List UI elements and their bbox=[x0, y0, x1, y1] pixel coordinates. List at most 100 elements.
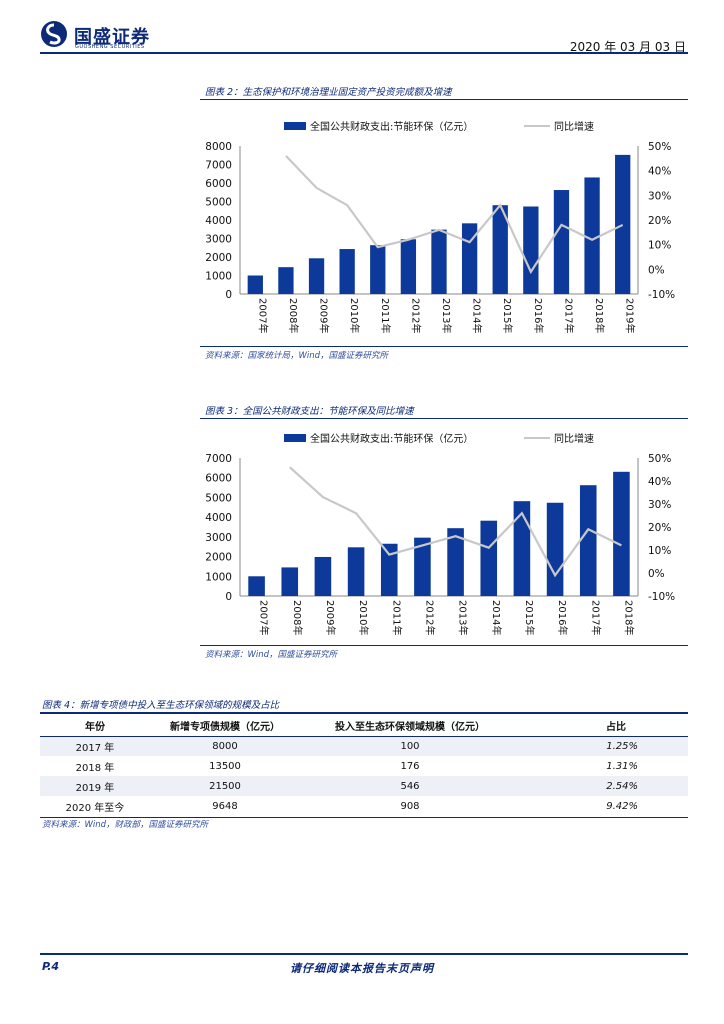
x-tick-label: 2013年 bbox=[457, 600, 470, 635]
footer-disclaimer: 请仔细阅读本报告末页声明 bbox=[290, 962, 434, 975]
x-tick-label: 2018年 bbox=[622, 600, 635, 635]
table4-source: 资料来源：Wind，财政部，国盛证券研究所 bbox=[42, 820, 209, 830]
table4-bottom-rule bbox=[40, 817, 688, 818]
bar bbox=[546, 502, 564, 596]
bar bbox=[553, 190, 570, 294]
y-tick-label: 6000 bbox=[205, 473, 232, 485]
x-tick-label: 2012年 bbox=[409, 298, 422, 333]
x-tick-label: 2011年 bbox=[379, 298, 392, 333]
cell-eco-scale: 908 bbox=[400, 800, 420, 812]
col-header-year: 年份 bbox=[40, 715, 150, 737]
y2-tick-label: -10% bbox=[648, 591, 675, 603]
bar bbox=[461, 223, 478, 294]
col-header-share: 占比 bbox=[520, 715, 688, 737]
x-tick-label: 2009年 bbox=[318, 298, 331, 333]
cell-new-bonds: 21500 bbox=[150, 776, 300, 796]
table4: 年份 新增专项债规模（亿元） 投入至生态环保领域规模（亿元） 占比 2017 年… bbox=[40, 715, 688, 816]
x-tick-label: 2014年 bbox=[490, 600, 503, 635]
y2-tick-label: 20% bbox=[648, 522, 671, 534]
bar bbox=[247, 275, 263, 294]
x-tick-label: 2016年 bbox=[532, 298, 545, 333]
x-tick-label: 2008年 bbox=[287, 298, 300, 333]
bar bbox=[431, 229, 447, 294]
y-tick-label: 4000 bbox=[205, 512, 232, 524]
bar bbox=[248, 576, 265, 596]
x-tick-label: 2010年 bbox=[357, 600, 370, 635]
footer-divider bbox=[40, 953, 688, 955]
x-tick-label: 2007年 bbox=[258, 600, 271, 635]
cell-new-bonds: 8000 bbox=[150, 736, 300, 756]
bar bbox=[308, 258, 325, 294]
cell-eco-scale: 546 bbox=[300, 776, 520, 796]
cell-year: 2018 年 bbox=[75, 762, 115, 774]
cell-share: 1.31% bbox=[606, 760, 638, 772]
table-header-row: 年份 新增专项债规模（亿元） 投入至生态环保领域规模（亿元） 占比 bbox=[40, 715, 688, 737]
cell-share: 1.25% bbox=[520, 736, 688, 756]
x-tick-label: 2013年 bbox=[440, 298, 453, 333]
table4-caption: 图表 4：新增专项债中投入至生态环保领域的规模及占比 bbox=[42, 700, 280, 711]
bar bbox=[513, 501, 531, 596]
y-tick-label: 2000 bbox=[205, 552, 232, 564]
col-header-new-bonds: 新增专项债规模（亿元） bbox=[150, 715, 300, 737]
x-tick-label: 2017年 bbox=[562, 298, 575, 333]
page-header: 国盛证券 GUOSHENG SECURITIES 2020 年 03 月 03 … bbox=[40, 18, 688, 58]
legend-bar-label: 全国公共财政支出:节能环保（亿元） bbox=[310, 432, 473, 445]
y-tick-label: 7000 bbox=[205, 160, 232, 172]
cell-year: 2019 年 bbox=[40, 776, 150, 796]
figure2-top-rule bbox=[200, 99, 688, 100]
y2-tick-label: 40% bbox=[648, 476, 671, 488]
legend-bar-label: 全国公共财政支出:节能环保（亿元） bbox=[310, 120, 473, 133]
y2-tick-label: 10% bbox=[648, 240, 671, 252]
legend-line-label: 同比增速 bbox=[554, 120, 594, 133]
x-tick-label: 2018年 bbox=[593, 298, 606, 333]
cell-new-bonds: 13500 bbox=[209, 760, 241, 772]
y-tick-label: 5000 bbox=[205, 197, 232, 209]
y2-tick-label: 40% bbox=[648, 166, 671, 178]
y2-tick-label: 20% bbox=[648, 215, 671, 227]
table4-top-rule bbox=[40, 712, 688, 714]
growth-line bbox=[285, 155, 624, 275]
cell-eco-scale: 100 bbox=[300, 736, 520, 756]
figure2-source: 资料来源：国家统计局，Wind，国盛证券研究所 bbox=[205, 351, 389, 361]
legend-bar-swatch bbox=[284, 122, 306, 130]
table-row: 2018 年 13500 176 1.31% bbox=[40, 756, 688, 776]
company-name-en: GUOSHENG SECURITIES bbox=[75, 44, 145, 50]
y-tick-label: 6000 bbox=[205, 178, 232, 190]
cell-year: 2017 年 bbox=[40, 736, 150, 756]
bar bbox=[347, 547, 365, 596]
figure2-caption: 图表 2：生态保护和环境治理业固定资产投资完成额及增速 bbox=[205, 87, 452, 98]
x-tick-label: 2007年 bbox=[256, 298, 269, 333]
x-tick-label: 2017年 bbox=[589, 600, 602, 635]
y2-tick-label: 0% bbox=[648, 264, 665, 276]
cell-eco-scale: 176 bbox=[400, 760, 420, 772]
legend-line-label: 同比增速 bbox=[554, 432, 594, 445]
y2-tick-label: 10% bbox=[648, 545, 671, 557]
logo-emblem-icon bbox=[41, 21, 67, 47]
company-logo: 国盛证券 GUOSHENG SECURITIES bbox=[40, 18, 240, 58]
y-tick-label: 7000 bbox=[205, 453, 232, 465]
y-tick-label: 1000 bbox=[205, 571, 232, 583]
bar bbox=[480, 520, 498, 596]
y-tick-label: 8000 bbox=[205, 141, 232, 153]
bar bbox=[281, 567, 299, 596]
figure3-chart: 全国公共财政支出:节能环保（亿元） 同比增速 0 1000 2000 3000 4000 50… bbox=[205, 432, 675, 635]
y-tick-label: 1000 bbox=[205, 271, 232, 283]
figure2-chart: 全国公共财政支出:节能环保（亿元） 同比增速 0 1000 2000 3000 4000 50… bbox=[205, 120, 675, 333]
bar bbox=[447, 528, 464, 596]
table-row: 2017 年 8000 100 1.25% bbox=[40, 736, 688, 756]
cell-share: 2.54% bbox=[520, 776, 688, 796]
y2-tick-label: 30% bbox=[648, 499, 671, 511]
bar bbox=[584, 177, 600, 294]
bar bbox=[414, 537, 431, 596]
bar bbox=[523, 206, 539, 294]
y-tick-label: 3000 bbox=[205, 532, 232, 544]
x-tick-label: 2016年 bbox=[556, 600, 569, 635]
x-tick-label: 2010年 bbox=[348, 298, 361, 333]
bar bbox=[492, 205, 508, 294]
figure2-bottom-rule bbox=[200, 346, 688, 347]
bar bbox=[370, 245, 386, 294]
figure3-caption: 图表 3：全国公共财政支出：节能环保及同比增速 bbox=[205, 406, 414, 417]
y-tick-label: 0 bbox=[225, 289, 232, 301]
x-tick-label: 2012年 bbox=[423, 600, 436, 635]
bar bbox=[579, 485, 597, 596]
